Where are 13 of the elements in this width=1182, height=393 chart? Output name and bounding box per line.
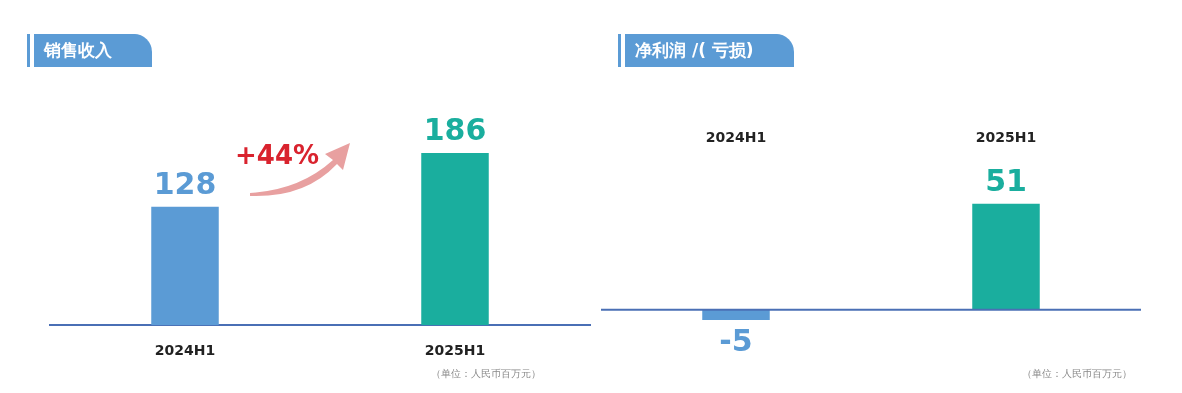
chart-title: 净利润 /( 亏损) (621, 34, 794, 67)
data-label: 51 (985, 162, 1027, 198)
data-label: 128 (153, 165, 217, 201)
text: （单位：人民币百万元） (1022, 367, 1132, 381)
x-tick-label: 2025H1 (975, 129, 1037, 146)
data-label: 186 (423, 111, 487, 147)
data-label: -5 (719, 322, 753, 358)
x-tick-label: 2024H1 (154, 342, 216, 359)
x-tick-label: 2024H1 (705, 129, 767, 146)
text: （单位：人民币百万元） (431, 367, 541, 381)
x-tick-label: 2025H1 (424, 342, 486, 359)
annotation: +44% (235, 140, 320, 170)
chart-title: 销售收入 (30, 34, 152, 67)
